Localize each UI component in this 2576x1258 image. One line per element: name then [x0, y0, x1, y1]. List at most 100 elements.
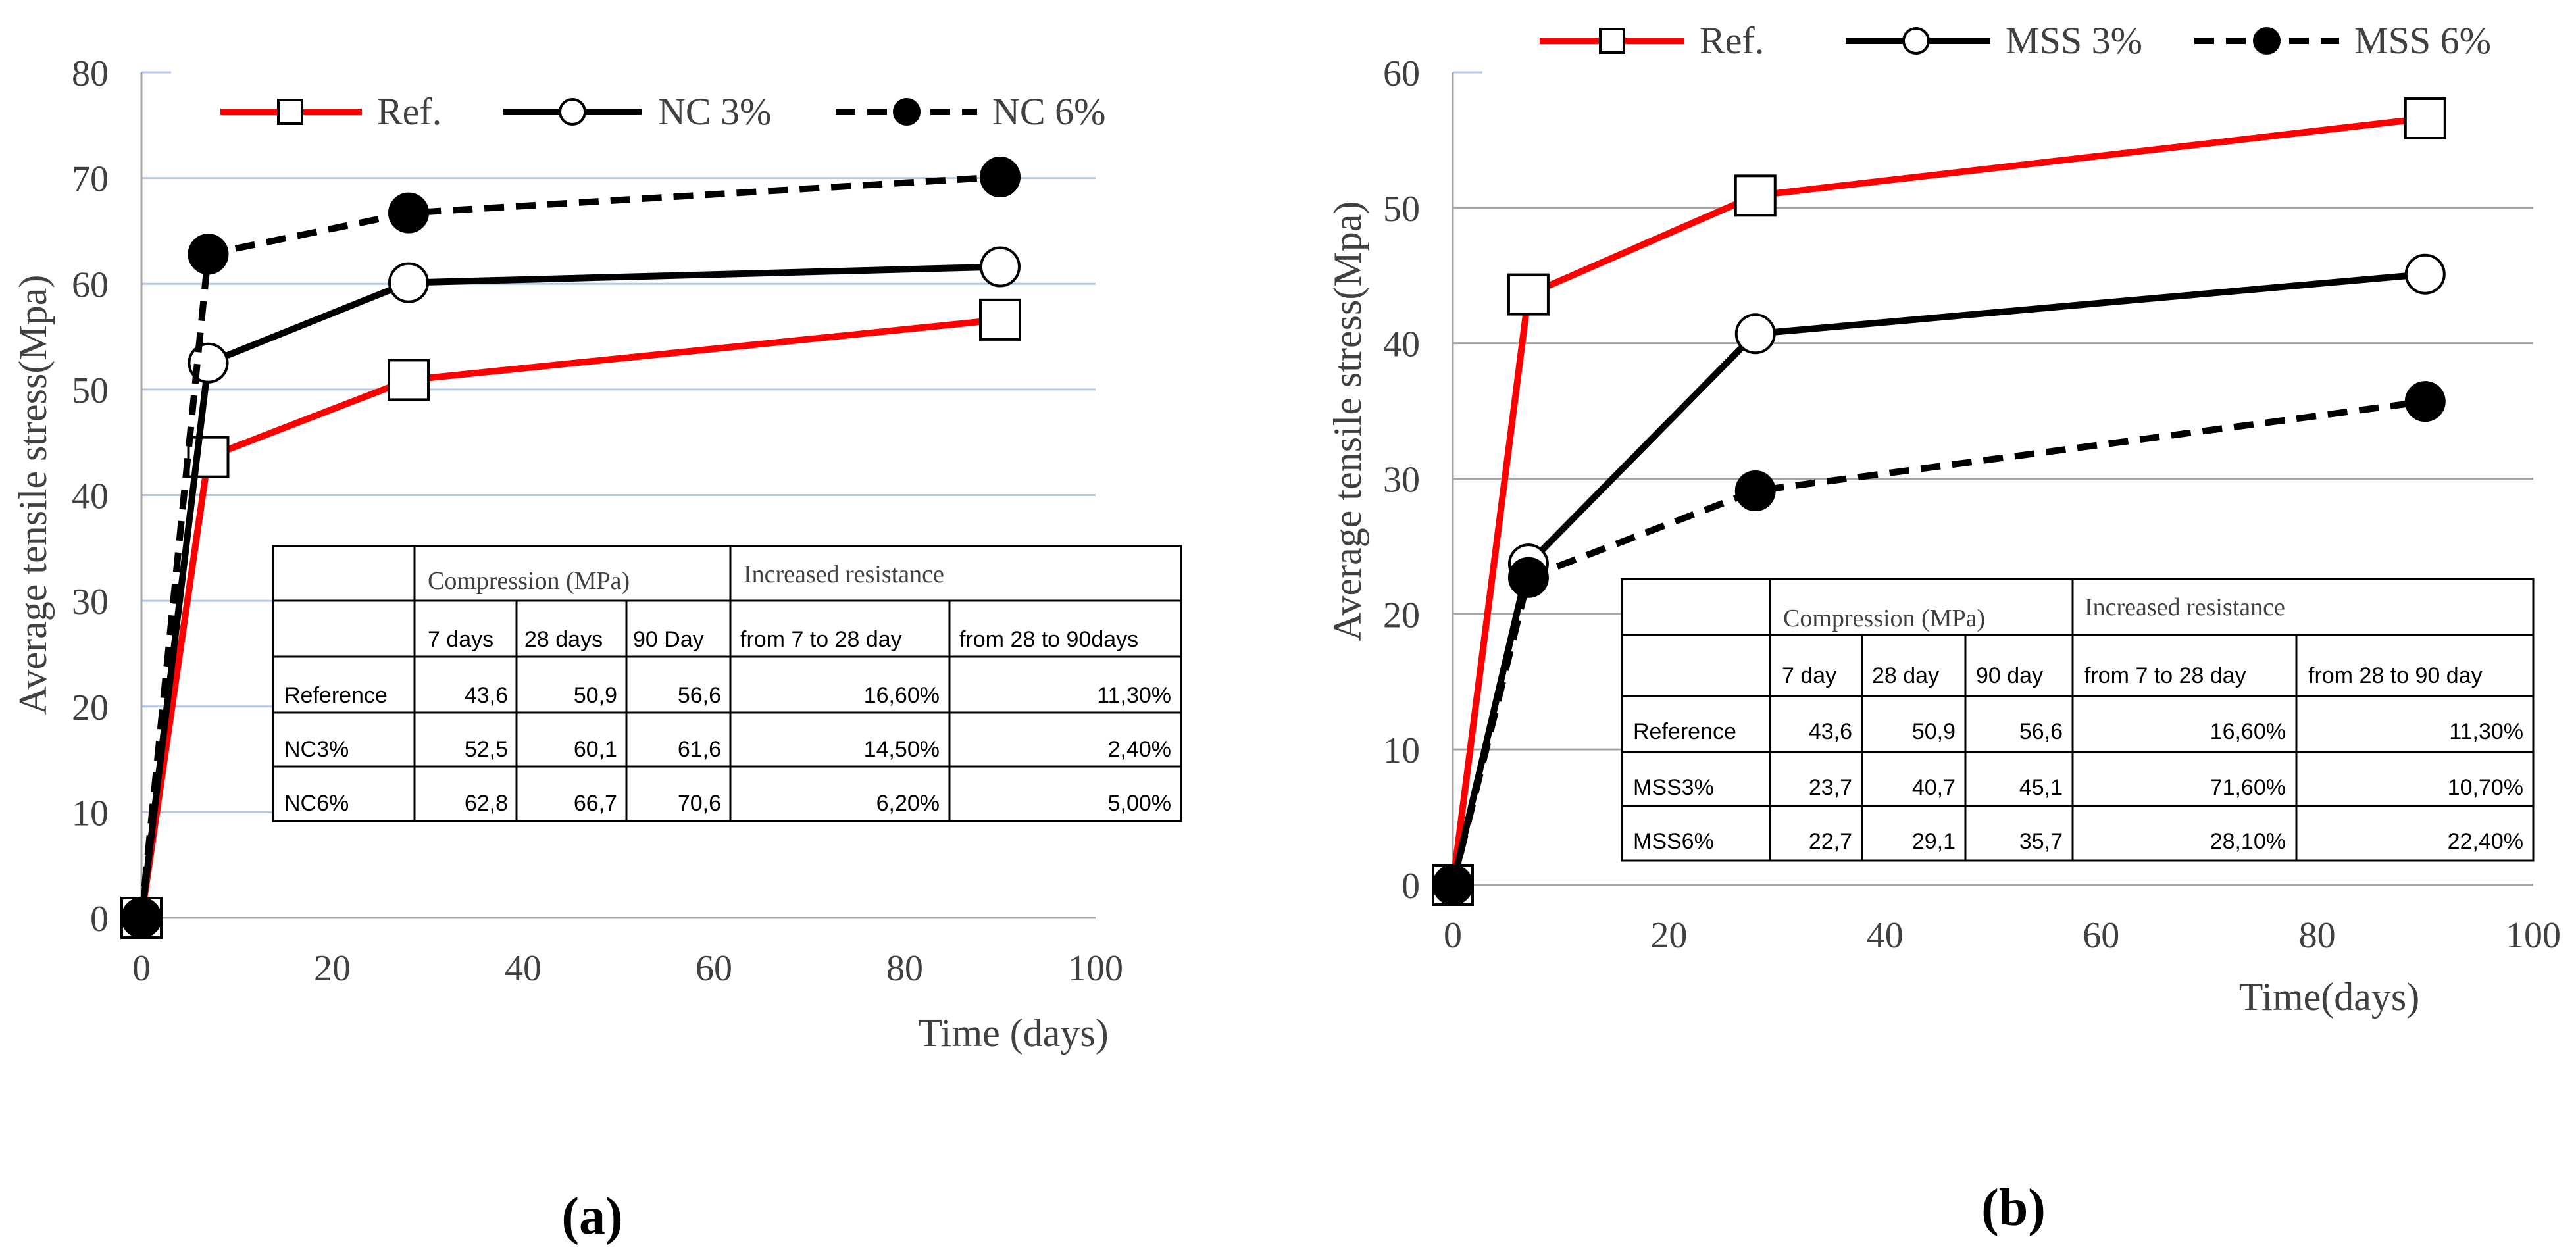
panel-a-table-cell: 43,6 [465, 683, 508, 708]
y-tick-label: 60 [1383, 53, 1420, 94]
x-tick-label: 60 [695, 948, 732, 989]
y-tick-label: 10 [72, 793, 109, 834]
x-tick-label: 20 [1650, 915, 1687, 956]
panel-b-table-cell: 35,7 [2019, 829, 2063, 854]
panel-a-table-row-label: NC3% [284, 737, 349, 762]
x-tick-label: 40 [505, 948, 542, 989]
data-point [388, 262, 429, 303]
panel-b-table-cell: 45,1 [2019, 775, 2063, 800]
panel-b-table-col-header: 28 day [1872, 663, 1939, 688]
panel-a-table-cell: 50,9 [574, 683, 617, 708]
panel-a-table-cell: 70,6 [678, 791, 721, 816]
y-tick-label: 10 [1383, 730, 1420, 771]
data-point [980, 157, 1021, 198]
panel-a-label: (a) [561, 1188, 622, 1245]
panel-b-legend-label-mss6: MSS 6% [2354, 19, 2491, 62]
panel-b-table-cell: 56,6 [2019, 719, 2063, 744]
panel-b-data-table: Compression (MPa) Increased resistance 7… [1621, 578, 2535, 862]
x-tick-label: 80 [2299, 915, 2336, 956]
series-line [1450, 115, 2426, 886]
series-line [138, 316, 1001, 918]
x-tick-label: 80 [886, 948, 923, 989]
y-tick-label: 60 [72, 264, 109, 305]
panel-a-series [120, 157, 1021, 939]
data-point [1734, 174, 1777, 217]
y-tick-label: 30 [72, 582, 109, 622]
panel-b-table-group-header-compression: Compression (MPa) [1783, 605, 1985, 632]
panel-b-table-cell: 43,6 [1809, 719, 1852, 744]
panel-a-table-col-header: from 28 to 90days [959, 627, 1138, 652]
panel-b-table-cell: 50,9 [1912, 719, 1956, 744]
panel-b-table-col-header: 90 day [1976, 663, 2043, 688]
x-tick-label: 0 [1444, 915, 1462, 956]
panel-a-table-col-header: from 7 to 28 day [740, 627, 902, 652]
panel-a-table-cell: 66,7 [574, 791, 617, 816]
panel-b-table-row-label: Reference [1633, 719, 1736, 744]
data-point [388, 359, 430, 401]
panel-a-data-table: Compression (MPa) Increased resistance 7… [272, 545, 1182, 822]
panel-b-table-cell: 16,60% [2210, 719, 2286, 744]
panel-a-y-tick-labels: 0 10 20 30 40 50 60 70 80 [72, 53, 109, 940]
panel-b-table-cell: 11,30% [2449, 719, 2523, 744]
open-circle-icon [1902, 27, 1930, 55]
panel-a-table-cell: 62,8 [465, 791, 508, 816]
panel-b-label: (b) [1981, 1179, 2046, 1237]
panel-b-legend: Ref. MSS 3% MSS 6% [1540, 19, 2491, 62]
x-tick-label: 20 [314, 948, 351, 989]
panel-a-table-cell: 52,5 [465, 737, 508, 762]
panel-a-table-cell: 56,6 [678, 683, 721, 708]
series [1432, 381, 2446, 905]
panel-a-table-row-label: Reference [284, 683, 388, 708]
panel-b-y-tick-labels: 0 10 20 30 40 50 60 [1383, 53, 1420, 907]
panel-b-table-cell: 28,10% [2210, 829, 2286, 854]
panel-b-x-tick-labels: 0 20 40 60 80 100 [1444, 915, 2561, 956]
open-square-icon [277, 99, 303, 125]
x-tick-label: 60 [2083, 915, 2119, 956]
data-point [2404, 253, 2446, 295]
y-tick-label: 20 [72, 688, 109, 728]
panel-b-table-cell: 10,70% [2448, 775, 2523, 800]
data-point [1734, 470, 1776, 512]
panel-b-legend-item-mss6: MSS 6% [2194, 19, 2491, 62]
data-point [1507, 557, 1549, 598]
data-point [121, 897, 162, 938]
data-point [2404, 97, 2446, 139]
data-point [2404, 381, 2446, 422]
panel-b-table-row-label: MSS6% [1633, 829, 1714, 854]
panel-b-table-cell: 71,60% [2210, 775, 2286, 800]
panel-b-table-row-label: MSS3% [1633, 775, 1714, 800]
panel-a-table-group-header-increase: Increased resistance [744, 561, 944, 588]
data-point [1734, 313, 1776, 355]
series-line [138, 174, 1001, 918]
x-tick-label: 0 [132, 948, 151, 989]
data-point [388, 192, 429, 234]
panel-a-table-cell: 6,20% [876, 791, 940, 816]
panel-a-legend-item-nc3: NC 3% [503, 90, 771, 133]
panel-a-table-group-header-compression: Compression (MPa) [428, 567, 630, 595]
panel-b-table-group-header-increase: Increased resistance [2084, 593, 2285, 621]
y-tick-label: 50 [72, 370, 109, 411]
y-tick-label: 0 [90, 899, 109, 940]
filled-circle-icon [2253, 27, 2281, 55]
panel-a-legend: Ref. NC 3% NC 6% [220, 90, 1105, 133]
y-tick-label: 80 [72, 53, 109, 94]
y-tick-label: 20 [1383, 595, 1420, 636]
series-line [138, 263, 1001, 918]
panel-b-chart: 0 10 20 30 40 50 60 0 20 40 60 80 100 Average tensi… [1326, 19, 2561, 1237]
y-tick-label: 0 [1402, 866, 1420, 907]
panel-a-table-cell: 16,60% [864, 683, 940, 708]
panel-a-table-cell: 60,1 [574, 737, 617, 762]
panel-a-table-col-header: 90 Day [633, 627, 704, 652]
panel-a-table-cell: 11,30% [1097, 683, 1171, 708]
panel-a-y-axis-label: Average tensile stress(Mpa) [11, 275, 55, 715]
data-point [1432, 865, 1473, 905]
panel-b-table-cell: 23,7 [1809, 775, 1852, 800]
data-point [188, 234, 229, 275]
open-circle-icon [559, 98, 586, 126]
data-point [979, 298, 1021, 341]
panel-a-table-col-header: 28 days [524, 627, 603, 652]
panel-b-legend-item-mss3: MSS 3% [1846, 19, 2142, 62]
panel-b-legend-label-ref: Ref. [1700, 19, 1764, 62]
y-tick-label: 40 [72, 476, 109, 517]
